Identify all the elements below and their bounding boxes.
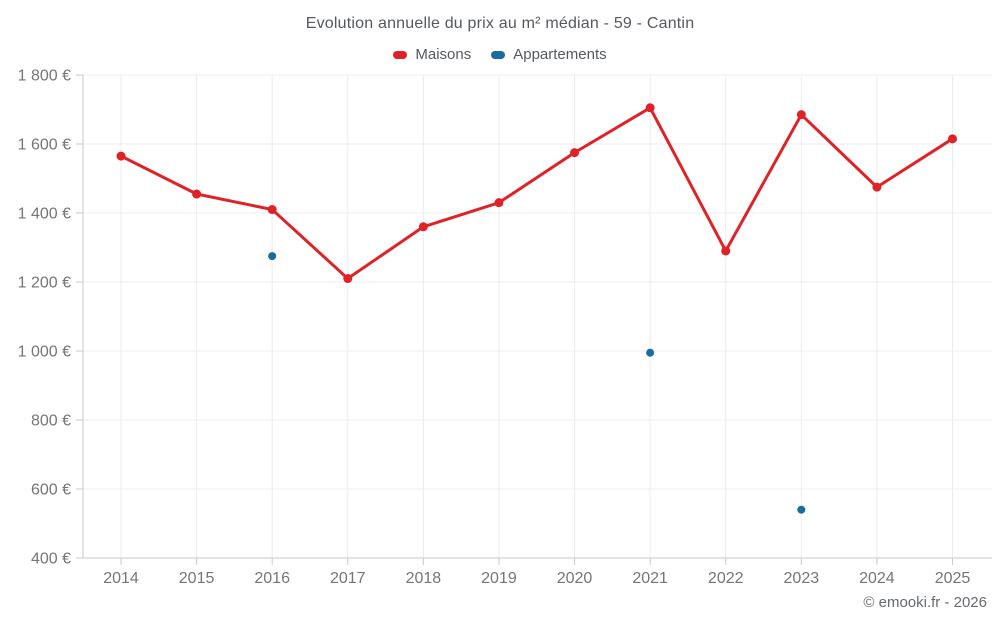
maisons-point: [418, 222, 428, 232]
x-tick-label: 2023: [784, 570, 820, 587]
maisons-point: [192, 189, 202, 199]
y-tick-label: 1 600 €: [18, 137, 71, 154]
x-tick-label: 2016: [254, 570, 290, 587]
y-tick-label: 1 200 €: [18, 275, 71, 292]
maisons-point: [267, 205, 277, 215]
x-tick-label: 2025: [935, 570, 971, 587]
legend-item-appartements: Appartements: [491, 46, 607, 63]
y-axis-labels: 400 € 600 € 800 € 1 000 € 1 200 € 1 400 € 1 60…: [18, 68, 71, 568]
maisons-point: [796, 110, 806, 120]
chart-title: Evolution annuelle du prix au m² médian …: [305, 15, 695, 32]
x-tick-label: 2015: [179, 570, 215, 587]
maisons-line: [119, 106, 954, 281]
x-axis-labels: 2014 2015 2016 2017 2018 2019 2020 2021 2022 2023…: [103, 570, 970, 587]
maisons-point: [494, 198, 504, 208]
y-tick-label: 1 000 €: [18, 344, 71, 361]
x-tick-label: 2019: [481, 570, 517, 587]
x-tick-label: 2017: [330, 570, 366, 587]
appartements-points: [268, 252, 806, 514]
x-tick-label: 2024: [859, 570, 895, 587]
maisons-point: [872, 182, 882, 192]
y-tick-label: 1 400 €: [18, 206, 71, 223]
maisons-point: [343, 274, 353, 284]
maisons-point: [645, 103, 655, 113]
maisons-point: [570, 148, 580, 158]
maisons-points: [116, 103, 957, 284]
appartements-point: [268, 252, 277, 261]
x-tick-label: 2021: [632, 570, 668, 587]
y-tick-label: 1 800 €: [18, 68, 71, 85]
appartements-swatch-icon: [491, 50, 506, 59]
appartements-point: [646, 348, 655, 357]
x-tick-label: 2022: [708, 570, 744, 587]
legend-label-maisons: Maisons: [415, 46, 472, 63]
y-tick-label: 600 €: [31, 482, 71, 499]
maisons-point: [948, 134, 957, 144]
x-tick-label: 2020: [557, 570, 593, 587]
legend-item-maisons: Maisons: [393, 46, 471, 63]
y-tick-label: 800 €: [31, 413, 71, 430]
maisons-point: [721, 246, 731, 256]
copyright-text: © emooki.fr - 2026: [863, 594, 987, 611]
legend: Maisons Appartements: [0, 46, 1000, 63]
axes: [76, 74, 992, 565]
y-tick-label: 400 €: [31, 551, 71, 568]
gridlines: [83, 74, 992, 558]
maisons-point: [116, 151, 126, 161]
appartements-point: [797, 505, 806, 514]
x-tick-label: 2018: [406, 570, 442, 587]
legend-label-appartements: Appartements: [513, 46, 607, 63]
x-tick-label: 2014: [103, 570, 139, 587]
maisons-swatch-icon: [393, 50, 408, 59]
